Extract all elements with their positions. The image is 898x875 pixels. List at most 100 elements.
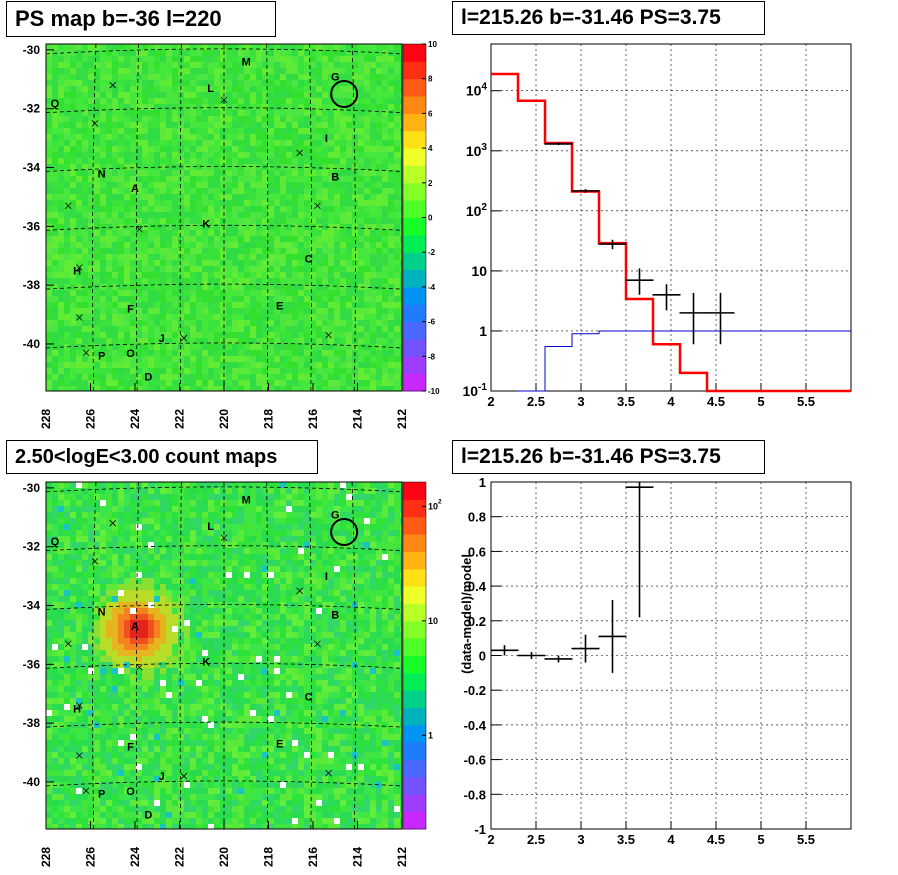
source-cross xyxy=(314,640,321,648)
spectrum-y-tick-label: 104 xyxy=(466,82,488,99)
colorbar-bin xyxy=(403,638,426,656)
colorbar-tick-label: 2 xyxy=(428,179,433,188)
spectrum-y-tick-label: 10-1 xyxy=(462,382,487,399)
map-x-tick-label: 226 xyxy=(84,847,98,867)
map-y-tick-label: -34 xyxy=(23,161,41,175)
colorbar-bin xyxy=(403,148,426,166)
source-label-K: K xyxy=(202,656,210,668)
colorbar-bin xyxy=(403,217,426,236)
map-x-tick-label: 222 xyxy=(173,409,187,429)
colorbar-tick-label: 4 xyxy=(428,144,433,153)
map-y-tick-label: -40 xyxy=(23,775,41,789)
source-label-B: B xyxy=(331,609,339,621)
source-cross xyxy=(91,558,99,565)
colorbar-frame xyxy=(402,481,427,830)
residual-point xyxy=(571,634,600,663)
source-cross xyxy=(136,663,143,671)
source-label-N: N xyxy=(98,168,106,180)
source-label-C: C xyxy=(305,692,313,704)
source-label-N: N xyxy=(98,606,106,618)
source-cross xyxy=(220,534,228,542)
residual-y-tick-label: 0 xyxy=(479,649,486,664)
source-label-H: H xyxy=(73,265,81,277)
source-label-A: A xyxy=(131,183,139,195)
data-point xyxy=(544,142,573,146)
title-count-map: 2.50<logE<3.00 count maps xyxy=(6,440,318,474)
source-cross xyxy=(64,640,72,648)
source-cross xyxy=(82,349,90,357)
map-y-tick-label: -36 xyxy=(23,219,41,233)
residual-x-tick-label: 2.5 xyxy=(527,832,545,847)
colorbar-bin xyxy=(403,338,426,357)
ps-map-cells xyxy=(46,44,402,391)
colorbar-bin xyxy=(403,534,426,552)
spectrum-y-tick-label: 102 xyxy=(466,202,488,219)
map-x-tick-label: 216 xyxy=(306,409,320,429)
source-label-L: L xyxy=(207,83,214,95)
residual-x-tick-label: 5.5 xyxy=(797,832,815,847)
source-cross xyxy=(314,202,321,210)
colorbar-bin xyxy=(403,672,426,691)
colorbar-tick-label: -6 xyxy=(428,318,436,327)
colorbar-tick-label: 10 xyxy=(428,616,438,626)
spectrum-x-tick-label: 5 xyxy=(757,394,764,409)
colorbar-bin xyxy=(403,78,426,97)
source-label-A: A xyxy=(131,621,139,633)
source-cross xyxy=(82,787,90,795)
colorbar-tick-label: -2 xyxy=(428,248,436,257)
map-x-tick-label: 220 xyxy=(217,409,231,429)
count-map-cells xyxy=(46,482,402,829)
source-label-B: B xyxy=(331,171,339,183)
spectrum-frame xyxy=(490,43,852,392)
colorbar-bin xyxy=(403,707,426,726)
source-label-G: G xyxy=(331,71,340,83)
colorbar-bin xyxy=(403,759,426,778)
source-label-J: J xyxy=(159,333,165,345)
residual-y-tick-label: 0.4 xyxy=(468,579,487,594)
map-x-tick-label: 218 xyxy=(262,847,276,867)
selected-source-circle xyxy=(330,517,359,546)
map-x-tick-label: 216 xyxy=(306,847,320,867)
colorbar-bin xyxy=(403,130,426,149)
residual-x-tick-label: 3.5 xyxy=(617,832,635,847)
source-cross xyxy=(296,587,303,595)
colorbar-bin xyxy=(403,113,426,132)
map-x-tick-label: 224 xyxy=(128,409,142,429)
source-label-Q: Q xyxy=(51,98,60,110)
data-point xyxy=(679,292,708,345)
spectrum-x-tick-label: 3.5 xyxy=(617,394,635,409)
source-label-L: L xyxy=(207,521,214,533)
colorbar-bin xyxy=(403,200,426,218)
residual-y-tick-label: -1 xyxy=(474,822,486,837)
source-label-E: E xyxy=(276,301,283,313)
map-x-tick-label: 212 xyxy=(395,847,409,867)
data-point xyxy=(598,239,627,250)
source-label-C: C xyxy=(305,254,313,266)
colorbar-bin xyxy=(403,44,426,62)
map-y-tick-label: -30 xyxy=(23,481,41,495)
colorbar-tick-label: 1 xyxy=(428,730,433,740)
source-cross xyxy=(76,702,83,709)
colorbar-bin xyxy=(403,252,426,271)
colorbar-bin xyxy=(403,620,426,639)
source-cross xyxy=(76,314,83,321)
spectrum-x-tick-label: 3 xyxy=(577,394,584,409)
map-y-tick-label: -38 xyxy=(23,716,41,730)
colorbar-bin xyxy=(403,61,426,80)
title-spectrum: l=215.26 b=-31.46 PS=3.75 xyxy=(452,1,765,35)
colorbar-bin xyxy=(403,516,426,535)
residual-x-tick-label: 5 xyxy=(757,832,764,847)
source-label-P: P xyxy=(98,789,105,801)
source-label-O: O xyxy=(126,786,135,798)
colorbar-bin xyxy=(403,603,426,622)
map-y-tick-label: -30 xyxy=(23,43,41,57)
map-y-tick-label: -40 xyxy=(23,337,41,351)
map-x-tick-label: 226 xyxy=(84,409,98,429)
source-cross xyxy=(64,202,72,210)
colorbar-tick-label: -8 xyxy=(428,352,436,361)
colorbar-tick-label: -10 xyxy=(428,387,440,396)
residual-y-axis-label: (data-model)/model xyxy=(459,554,474,674)
source-cross xyxy=(325,331,332,339)
data-point xyxy=(706,292,735,345)
source-label-I: I xyxy=(325,133,328,145)
